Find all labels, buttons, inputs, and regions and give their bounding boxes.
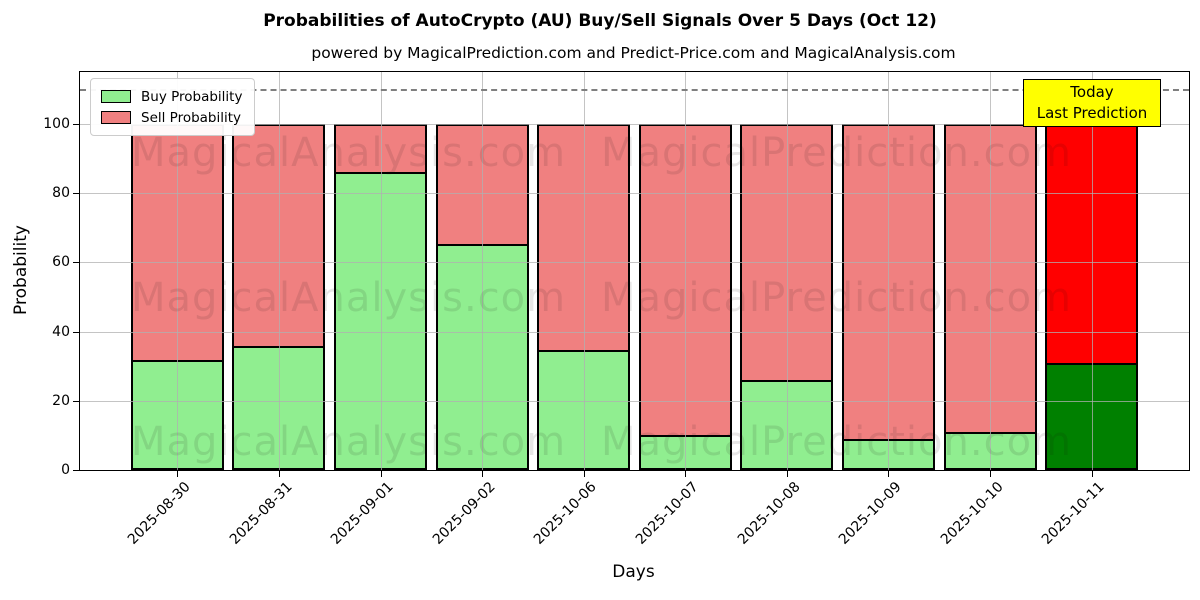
y-tick-mark <box>73 193 80 195</box>
y-tick-label-100: 100 <box>43 115 70 132</box>
x-tick-mark <box>380 471 382 477</box>
x-tick-mark <box>278 471 280 477</box>
x-tick-mark <box>177 471 179 477</box>
y-tick-mark <box>73 331 80 333</box>
x-tick-mark <box>888 471 890 477</box>
x-tick-label-2025-09-01: 2025-09-01 <box>328 479 397 548</box>
y-tick-mark <box>73 470 80 471</box>
today-annotation-line2: Last Prediction <box>1036 104 1148 122</box>
x-tick-mark <box>786 471 788 477</box>
today-annotation-line1: Today <box>1070 83 1114 101</box>
x-tick-label-2025-10-08: 2025-10-08 <box>734 479 804 548</box>
y-tick-label-60: 60 <box>52 254 70 271</box>
h-gridline-40 <box>80 331 1189 333</box>
y-tick-label-40: 40 <box>52 323 70 340</box>
x-tick-label-2025-10-06: 2025-10-06 <box>531 479 601 548</box>
x-tick-label-2025-08-31: 2025-08-31 <box>226 479 296 548</box>
x-tick-mark <box>482 471 484 477</box>
h-gridline-20 <box>80 400 1189 402</box>
legend: Buy Probability Sell Probability <box>90 78 256 136</box>
legend-label-sell: Sell Probability <box>141 109 242 126</box>
v-gridline <box>990 72 992 470</box>
x-tick-label-2025-10-10: 2025-10-10 <box>937 479 1007 548</box>
y-tick-label-80: 80 <box>52 185 70 202</box>
x-axis-label: Days <box>612 562 655 582</box>
h-gridline-60 <box>80 262 1189 264</box>
v-gridline <box>685 72 687 470</box>
y-tick-label-0: 0 <box>61 462 70 478</box>
x-tick-mark <box>990 471 992 477</box>
today-annotation-box: Today Last Prediction <box>1023 79 1161 127</box>
v-gridline <box>177 72 179 470</box>
legend-item-buy: Buy Probability <box>101 86 242 107</box>
plot-area: MagicalAnalysis.comMagicalPrediction.com… <box>43 71 1190 548</box>
x-tick-label-2025-10-09: 2025-10-09 <box>835 479 905 548</box>
x-tick-label-2025-10-11: 2025-10-11 <box>1039 479 1108 548</box>
x-tick-label-2025-10-07: 2025-10-07 <box>632 479 702 548</box>
h-gridline-80 <box>80 193 1189 195</box>
buy-probability-swatch <box>101 90 131 103</box>
chart-subtitle: powered by MagicalPrediction.com and Pre… <box>311 44 956 62</box>
v-gridline <box>786 72 788 470</box>
x-tick-mark <box>583 471 585 477</box>
v-gridline <box>1091 72 1093 470</box>
legend-label-buy: Buy Probability <box>141 88 243 105</box>
sell-probability-swatch <box>101 111 131 124</box>
v-gridline <box>278 72 280 470</box>
v-gridline <box>380 72 382 470</box>
upper-threshold-dashed-line <box>80 89 1189 92</box>
y-tick-label-20: 20 <box>52 392 70 409</box>
x-tick-mark <box>1091 471 1093 477</box>
y-tick-mark <box>73 123 80 125</box>
y-tick-mark <box>73 400 80 402</box>
v-gridline <box>482 72 484 470</box>
chart-title: Probabilities of AutoCrypto (AU) Buy/Sel… <box>263 11 937 31</box>
x-tick-label-2025-08-30: 2025-08-30 <box>124 479 194 548</box>
x-tick-mark <box>685 471 687 477</box>
legend-item-sell: Sell Probability <box>101 107 242 128</box>
v-gridline <box>888 72 890 470</box>
y-tick-mark <box>73 262 80 264</box>
h-gridline-100 <box>80 123 1189 125</box>
v-gridline <box>583 72 585 470</box>
x-tick-label-2025-09-02: 2025-09-02 <box>429 479 499 548</box>
